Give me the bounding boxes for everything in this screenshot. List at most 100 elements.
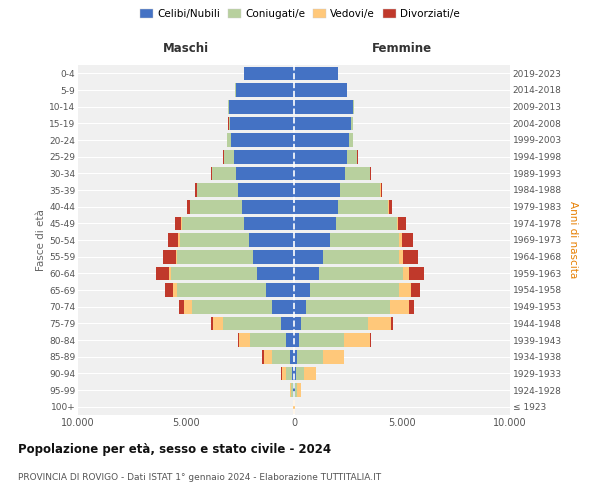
Bar (381, 183, 382, 197)
Bar (197, 183, 238, 197)
Bar (304, 366, 316, 380)
Bar (301, 316, 368, 330)
Bar (294, 333, 299, 347)
Bar (351, 116, 353, 130)
Bar (295, 383, 297, 397)
Bar (179, 233, 248, 247)
Bar (294, 366, 296, 380)
Bar (294, 66, 338, 80)
Bar (211, 166, 212, 180)
Bar (211, 316, 214, 330)
Bar (323, 250, 399, 264)
Legend: Celibi/Nubili, Coniugati/e, Vedovi/e, Divorziati/e: Celibi/Nubili, Coniugati/e, Vedovi/e, Di… (136, 5, 464, 24)
Bar (187, 200, 190, 213)
Bar (169, 266, 171, 280)
Bar (294, 383, 295, 397)
Bar (163, 250, 176, 264)
Bar (294, 166, 345, 180)
Bar (297, 383, 301, 397)
Bar (195, 183, 197, 197)
Bar (294, 83, 347, 97)
Bar (340, 183, 380, 197)
Bar (349, 133, 353, 147)
Bar (399, 233, 402, 247)
Bar (323, 350, 344, 364)
Text: Femmine: Femmine (372, 42, 432, 55)
Bar (236, 166, 294, 180)
Bar (253, 250, 294, 264)
Bar (227, 133, 232, 147)
Bar (224, 150, 233, 164)
Bar (409, 300, 414, 314)
Bar (262, 350, 263, 364)
Bar (175, 216, 181, 230)
Bar (397, 216, 398, 230)
Bar (282, 366, 286, 380)
Bar (178, 250, 253, 264)
Bar (184, 300, 193, 314)
Bar (250, 333, 286, 347)
Bar (178, 283, 266, 297)
Bar (190, 200, 242, 213)
Bar (345, 166, 370, 180)
Bar (229, 116, 230, 130)
Bar (294, 350, 297, 364)
Bar (248, 233, 294, 247)
Bar (230, 116, 294, 130)
Bar (338, 200, 388, 213)
Bar (173, 283, 178, 297)
Bar (292, 366, 294, 380)
Bar (368, 316, 391, 330)
Bar (236, 83, 294, 97)
Text: Popolazione per età, sesso e stato civile - 2024: Popolazione per età, sesso e stato civil… (18, 442, 331, 456)
Bar (299, 333, 344, 347)
Bar (223, 316, 281, 330)
Y-axis label: Fasce di età: Fasce di età (36, 209, 46, 271)
Bar (292, 383, 293, 397)
Bar (257, 266, 294, 280)
Bar (286, 333, 294, 347)
Bar (294, 100, 353, 114)
Bar (155, 266, 169, 280)
Bar (399, 283, 411, 297)
Bar (290, 383, 292, 397)
Bar (214, 316, 223, 330)
Bar (388, 200, 389, 213)
Bar (297, 350, 323, 364)
Bar (244, 66, 294, 80)
Bar (193, 300, 272, 314)
Text: PROVINCIA DI ROVIGO - Dati ISTAT 1° gennaio 2024 - Elaborazione TUTTITALIA.IT: PROVINCIA DI ROVIGO - Dati ISTAT 1° genn… (18, 473, 381, 482)
Bar (402, 233, 413, 247)
Bar (272, 300, 294, 314)
Bar (294, 216, 336, 230)
Bar (294, 300, 306, 314)
Bar (370, 333, 371, 347)
Bar (294, 183, 340, 197)
Bar (176, 250, 178, 264)
Bar (293, 383, 294, 397)
Bar (403, 250, 418, 264)
Bar (168, 233, 178, 247)
Bar (296, 366, 304, 380)
Bar (370, 166, 371, 180)
Bar (238, 333, 239, 347)
Bar (294, 266, 319, 280)
Bar (238, 183, 294, 197)
Bar (399, 250, 403, 264)
Bar (171, 266, 257, 280)
Bar (179, 300, 184, 314)
Bar (229, 100, 294, 114)
Bar (233, 150, 294, 164)
Bar (336, 216, 397, 230)
Bar (306, 300, 390, 314)
Bar (281, 316, 294, 330)
Bar (390, 300, 409, 314)
Bar (263, 350, 272, 364)
Y-axis label: Anni di nascita: Anni di nascita (568, 202, 578, 278)
Bar (389, 200, 392, 213)
Bar (286, 366, 292, 380)
Bar (329, 233, 399, 247)
Bar (212, 166, 236, 180)
Bar (290, 350, 294, 364)
Bar (310, 283, 399, 297)
